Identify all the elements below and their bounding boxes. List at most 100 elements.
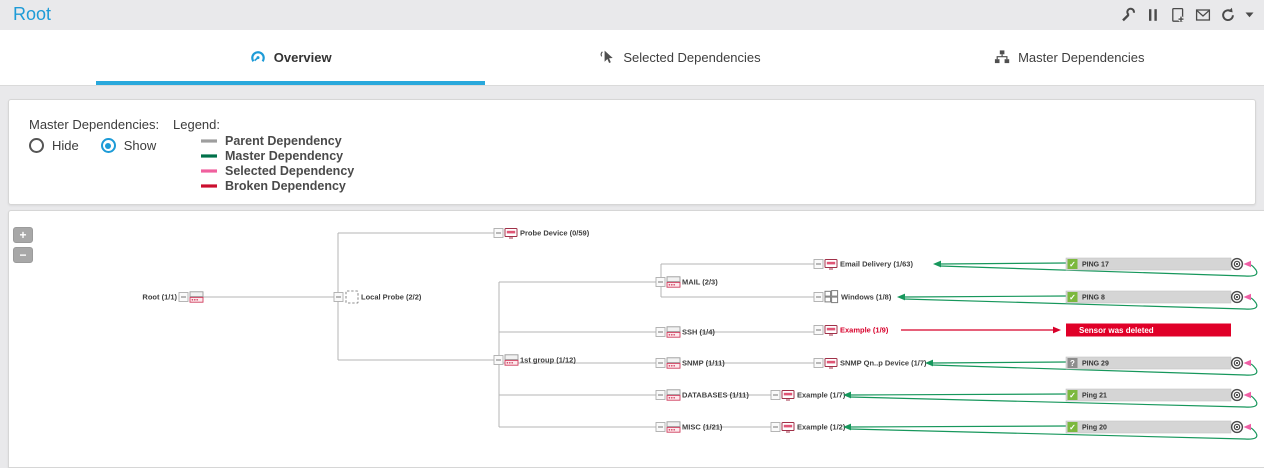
status-unknown-icon bbox=[1067, 358, 1078, 368]
target-icon[interactable] bbox=[1230, 356, 1244, 370]
dependency-tree-svg: Root (1/1) Local Probe (2/2) Probe Devic… bbox=[142, 228, 1258, 440]
selected-dependency-swatch bbox=[201, 168, 217, 173]
device-icon bbox=[504, 228, 518, 239]
svg-text:1st group (1/12): 1st group (1/12) bbox=[520, 356, 576, 365]
caret-down-icon[interactable] bbox=[1245, 7, 1254, 23]
node-mail[interactable]: MAIL (2/3) bbox=[655, 276, 718, 288]
node-snmp[interactable]: SNMP (1/11) bbox=[655, 357, 725, 369]
sensor-ping29[interactable]: ? PING 29 bbox=[1065, 356, 1244, 370]
svg-text:Ping 21: Ping 21 bbox=[1082, 393, 1107, 400]
tab-master-dependencies[interactable]: Master Dependencies bbox=[875, 30, 1264, 85]
node-example-databases[interactable]: Example (1/7) bbox=[770, 390, 846, 401]
status-ok-icon bbox=[1067, 422, 1078, 432]
svg-text:Ping 20: Ping 20 bbox=[1082, 425, 1107, 432]
wrench-icon[interactable] bbox=[1120, 7, 1136, 23]
node-misc[interactable]: MISC (1/21) bbox=[655, 421, 723, 433]
node-local-probe[interactable]: Local Probe (2/2) bbox=[333, 290, 422, 304]
target-icon[interactable] bbox=[1230, 420, 1244, 434]
header-toolbar bbox=[1120, 0, 1254, 30]
master-dependency-swatch bbox=[201, 153, 217, 158]
status-ok-icon bbox=[1067, 390, 1078, 400]
sensor-deleted-box bbox=[1066, 323, 1231, 337]
node-windows[interactable]: Windows (1/8) bbox=[813, 290, 892, 304]
hide-radio-label[interactable]: Hide bbox=[52, 138, 79, 153]
group-icon bbox=[504, 354, 519, 366]
svg-text:Example (1/7): Example (1/7) bbox=[797, 391, 846, 400]
svg-text:SSH (1/4): SSH (1/4) bbox=[682, 328, 715, 337]
node-root[interactable]: Root (1/1) bbox=[142, 291, 204, 303]
svg-text:Sensor was deleted: Sensor was deleted bbox=[1079, 326, 1154, 335]
legend-item-selected: Selected Dependency bbox=[201, 163, 354, 178]
master-dependency-arrows bbox=[843, 260, 1258, 440]
svg-text:SNMP (1/11): SNMP (1/11) bbox=[682, 359, 725, 368]
svg-text:Example (1/9): Example (1/9) bbox=[840, 326, 889, 335]
parent-dependency-swatch bbox=[201, 138, 217, 143]
broken-dependency: Sensor was deleted bbox=[901, 323, 1231, 337]
node-1st-group[interactable]: 1st group (1/12) bbox=[493, 354, 576, 366]
svg-text:SNMP Qn..p Device (1/7): SNMP Qn..p Device (1/7) bbox=[840, 359, 927, 368]
svg-text:PING 29: PING 29 bbox=[1082, 361, 1109, 368]
show-radio[interactable] bbox=[100, 138, 116, 153]
device-icon bbox=[824, 259, 838, 270]
svg-text:MAIL (2/3): MAIL (2/3) bbox=[682, 278, 718, 287]
svg-text:Example (1/2): Example (1/2) bbox=[797, 423, 846, 432]
legend-item-broken: Broken Dependency bbox=[201, 178, 354, 193]
device-icon bbox=[824, 325, 838, 336]
svg-text:Local Probe (2/2): Local Probe (2/2) bbox=[361, 293, 422, 302]
tab-label: Overview bbox=[273, 49, 332, 65]
show-radio-label[interactable]: Show bbox=[123, 138, 157, 153]
sensor-ping17[interactable]: ✓ PING 17 bbox=[1065, 257, 1244, 271]
svg-text:Probe Device (0/59): Probe Device (0/59) bbox=[520, 229, 590, 238]
cursor-select-icon bbox=[599, 49, 615, 65]
refresh-icon[interactable] bbox=[1220, 7, 1236, 23]
svg-text:Email Delivery (1/63): Email Delivery (1/63) bbox=[840, 260, 913, 269]
gauge-icon bbox=[250, 49, 266, 65]
dependency-tree-panel: + − Root (1/1) Local Probe (2/2) bbox=[8, 210, 1264, 468]
zoom-in-button[interactable]: + bbox=[13, 227, 33, 243]
svg-text:✓: ✓ bbox=[1069, 423, 1076, 432]
svg-text:MISC (1/21): MISC (1/21) bbox=[682, 423, 723, 432]
email-icon[interactable] bbox=[1195, 7, 1211, 23]
node-snmp-device[interactable]: SNMP Qn..p Device (1/7) bbox=[813, 358, 927, 369]
svg-text:✓: ✓ bbox=[1069, 260, 1076, 269]
hide-radio[interactable] bbox=[29, 138, 44, 153]
tab-overview[interactable]: Overview bbox=[96, 30, 486, 85]
title-bar: Root bbox=[0, 0, 1264, 30]
tab-label: Master Dependencies bbox=[1018, 49, 1145, 65]
master-dependencies-control-label: Master Dependencies: bbox=[29, 117, 160, 132]
group-icon bbox=[666, 421, 681, 433]
svg-text:Root (1/1): Root (1/1) bbox=[142, 293, 177, 302]
group-icon bbox=[189, 291, 204, 303]
report-add-icon[interactable] bbox=[1170, 7, 1186, 23]
sensor-ping21[interactable]: ✓ Ping 21 bbox=[1065, 388, 1244, 402]
sensor-ping20[interactable]: ✓ Ping 20 bbox=[1065, 420, 1244, 434]
dependency-controls-panel: Master Dependencies: Hide Show Legend: P… bbox=[8, 99, 1256, 205]
tab-bar: Overview Selected Dependencies Master De… bbox=[0, 30, 1264, 86]
pause-icon[interactable] bbox=[1145, 7, 1161, 23]
node-example-broken[interactable]: Example (1/9) bbox=[813, 325, 889, 336]
sensor-ping8[interactable]: ✓ PING 8 bbox=[1065, 290, 1244, 304]
svg-text:DATABASES (1/11): DATABASES (1/11) bbox=[682, 391, 749, 400]
target-icon[interactable] bbox=[1230, 290, 1244, 304]
svg-text:✓: ✓ bbox=[1069, 293, 1076, 302]
device-icon bbox=[781, 422, 795, 433]
node-probe-device[interactable]: Probe Device (0/59) bbox=[493, 228, 590, 239]
node-ssh[interactable]: SSH (1/4) bbox=[655, 326, 715, 338]
group-icon bbox=[666, 357, 681, 369]
probe-icon bbox=[345, 290, 359, 304]
status-ok-icon bbox=[1067, 292, 1078, 302]
legend-item-master: Master Dependency bbox=[201, 148, 354, 163]
node-databases[interactable]: DATABASES (1/11) bbox=[655, 389, 749, 401]
tab-selected-dependencies[interactable]: Selected Dependencies bbox=[485, 30, 874, 85]
node-example-misc[interactable]: Example (1/2) bbox=[770, 422, 846, 433]
group-icon bbox=[666, 389, 681, 401]
svg-text:✓: ✓ bbox=[1069, 391, 1076, 400]
device-icon bbox=[781, 390, 795, 401]
node-email-delivery[interactable]: Email Delivery (1/63) bbox=[813, 259, 913, 270]
zoom-out-button[interactable]: − bbox=[13, 247, 33, 263]
legend-title: Legend: bbox=[173, 117, 220, 132]
svg-text:Windows (1/8): Windows (1/8) bbox=[841, 293, 892, 302]
target-icon[interactable] bbox=[1230, 388, 1244, 402]
group-icon bbox=[666, 326, 681, 338]
target-icon[interactable] bbox=[1230, 257, 1244, 271]
